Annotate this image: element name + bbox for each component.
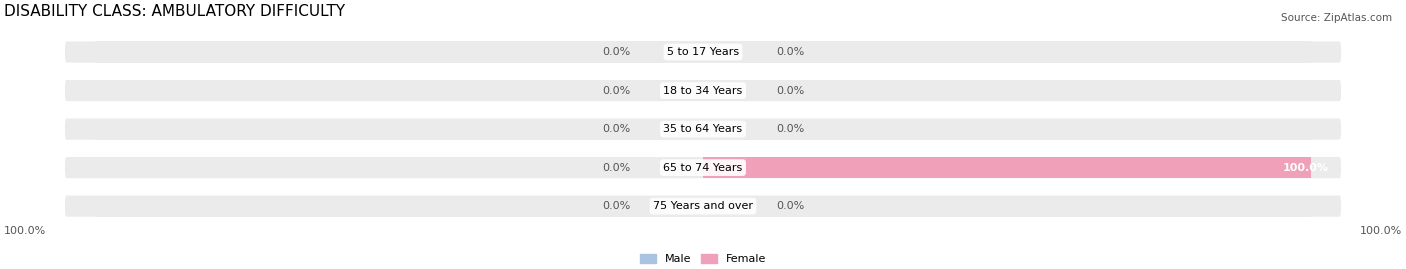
Bar	[703, 119, 1310, 140]
Text: 0.0%: 0.0%	[602, 163, 630, 173]
Text: 0.0%: 0.0%	[602, 86, 630, 95]
Text: DISABILITY CLASS: AMBULATORY DIFFICULTY: DISABILITY CLASS: AMBULATORY DIFFICULTY	[4, 4, 346, 19]
Text: 0.0%: 0.0%	[776, 47, 804, 57]
Text: Source: ZipAtlas.com: Source: ZipAtlas.com	[1281, 13, 1392, 23]
Text: 18 to 34 Years: 18 to 34 Years	[664, 86, 742, 95]
Text: 100.0%: 100.0%	[1282, 163, 1329, 173]
Text: 65 to 74 Years: 65 to 74 Years	[664, 163, 742, 173]
Legend: Male, Female: Male, Female	[640, 253, 766, 264]
Text: 0.0%: 0.0%	[776, 201, 804, 211]
Bar	[703, 41, 1310, 63]
Bar	[703, 157, 1310, 178]
Text: 0.0%: 0.0%	[602, 124, 630, 134]
Text: 35 to 64 Years: 35 to 64 Years	[664, 124, 742, 134]
Text: 75 Years and over: 75 Years and over	[652, 201, 754, 211]
Text: 0.0%: 0.0%	[602, 201, 630, 211]
Bar	[703, 157, 1310, 178]
Text: 0.0%: 0.0%	[776, 124, 804, 134]
Bar	[703, 196, 1310, 217]
Bar	[96, 80, 703, 101]
FancyBboxPatch shape	[65, 119, 1341, 140]
Text: 0.0%: 0.0%	[602, 47, 630, 57]
Text: 100.0%: 100.0%	[4, 226, 46, 236]
Text: 5 to 17 Years: 5 to 17 Years	[666, 47, 740, 57]
FancyBboxPatch shape	[65, 41, 1341, 63]
Bar	[703, 80, 1310, 101]
Bar	[96, 196, 703, 217]
Text: 100.0%: 100.0%	[1360, 226, 1402, 236]
Text: 0.0%: 0.0%	[776, 86, 804, 95]
Bar	[96, 157, 703, 178]
Bar	[96, 119, 703, 140]
FancyBboxPatch shape	[65, 80, 1341, 101]
FancyBboxPatch shape	[65, 196, 1341, 217]
Bar	[96, 41, 703, 63]
FancyBboxPatch shape	[65, 157, 1341, 178]
